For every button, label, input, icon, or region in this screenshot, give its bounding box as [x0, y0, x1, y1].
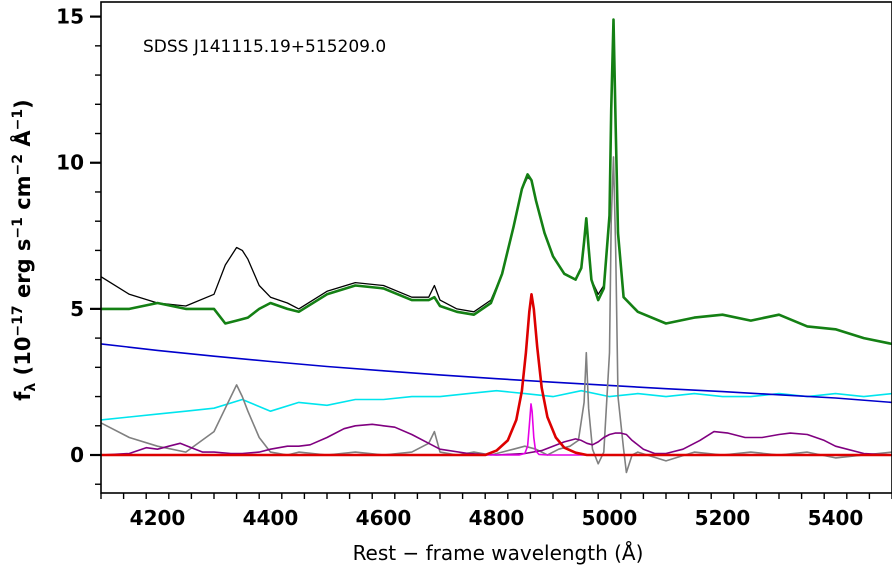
x-tick-label: 4600 [356, 506, 412, 530]
ylabel-exp2: −1 [10, 217, 26, 238]
series-line-7 [101, 292, 892, 457]
ylabel-prefix: f [11, 391, 35, 401]
ylabel-exp3: −2 [10, 154, 26, 175]
axis-ticks [90, 15, 892, 499]
ylabel-mid3: Å [10, 130, 35, 154]
x-tick-label: 4800 [469, 506, 525, 530]
y-tick-label: 15 [56, 5, 84, 29]
x-tick-label: 5400 [808, 506, 864, 530]
object-name-annotation: SDSS J141115.19+515209.0 [143, 37, 386, 57]
ylabel-end: ) [11, 99, 35, 109]
x-axis-title: Rest − frame wavelength (Å) [353, 541, 644, 565]
y-tick-label: 5 [70, 297, 84, 321]
series-line-5 [101, 423, 892, 456]
ylabel-body: (10 [11, 337, 35, 383]
ylabel-mid2: cm [11, 175, 35, 217]
x-tick-label: 4200 [130, 506, 186, 530]
series-line-1 [101, 18, 892, 346]
y-tick-label: 10 [56, 151, 84, 175]
series-layer [101, 18, 892, 474]
y-tick-label: 0 [70, 443, 84, 467]
x-tick-labels: 4200 4400 4600 4800 5000 5200 5400 [130, 506, 864, 530]
plot-frame [100, 1, 892, 494]
series-line-0 [101, 21, 892, 345]
ylabel-exp4: −1 [10, 109, 26, 130]
series-line-2 [101, 343, 892, 404]
y-tick-labels: 0 5 10 15 [56, 5, 84, 467]
ylabel-sub: λ [23, 383, 39, 392]
ylabel-exp1: −17 [10, 305, 26, 336]
x-tick-label: 5200 [695, 506, 751, 530]
series-line-6 [101, 403, 892, 456]
ylabel-mid1: erg s [11, 239, 35, 306]
series-line-3 [101, 389, 892, 421]
y-axis-title: fλ (10−17 erg s−1 cm−2 Å−1) [10, 99, 39, 400]
x-tick-label: 5000 [582, 506, 638, 530]
x-tick-label: 4400 [243, 506, 299, 530]
